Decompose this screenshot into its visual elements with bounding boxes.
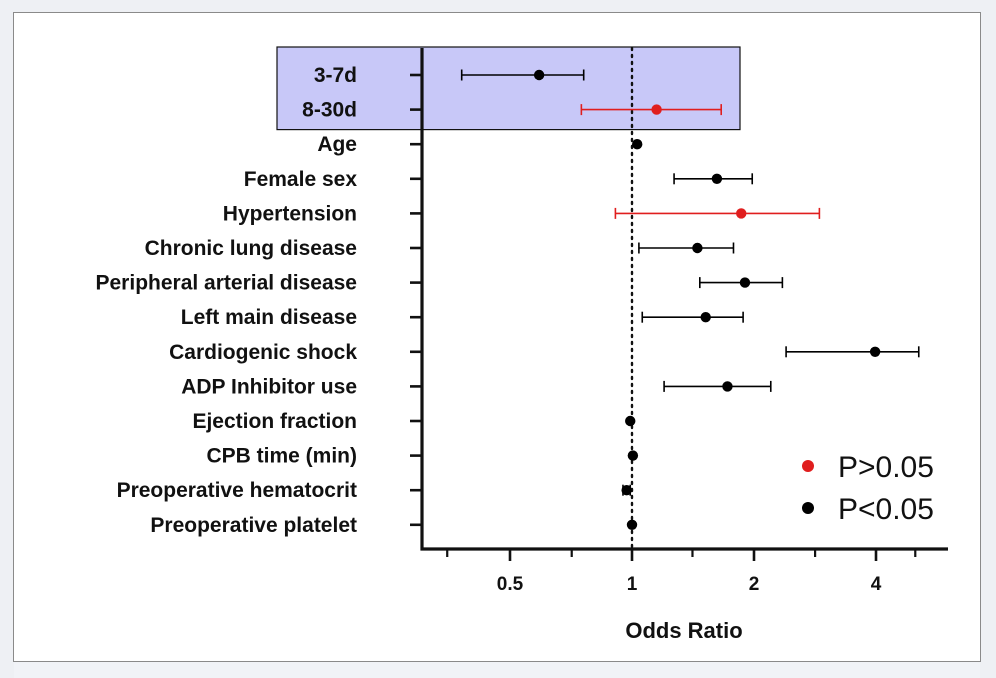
row-label: Peripheral arterial disease	[96, 272, 358, 295]
point-estimate	[692, 242, 703, 254]
row-label: Left main disease	[181, 306, 357, 329]
row-label: ADP Inhibitor use	[181, 375, 357, 398]
point-estimate	[627, 450, 639, 461]
point-estimate	[739, 277, 751, 288]
row-label: 8-30d	[302, 99, 357, 122]
point-estimate	[632, 139, 643, 150]
row-label: Age	[317, 133, 357, 156]
highlight-box	[276, 46, 741, 131]
x-tick-label: 2	[749, 574, 760, 595]
row-label: Preoperative platelet	[150, 514, 357, 537]
x-tick-label: 0.5	[497, 574, 524, 595]
row-label: Preoperative hematocrit	[117, 479, 357, 502]
point-estimate	[626, 519, 638, 530]
x-axis-title: Odds Ratio	[625, 618, 742, 643]
x-tick-label: 4	[871, 574, 882, 595]
point-estimate	[869, 346, 881, 357]
row-label: CPB time (min)	[206, 445, 357, 468]
legend-marker	[802, 502, 814, 514]
point-estimate	[736, 208, 747, 219]
row-label: Hypertension	[223, 202, 357, 225]
legend-label: P>0.05	[838, 451, 934, 484]
caption-strip	[14, 662, 980, 678]
point-estimate	[700, 312, 711, 323]
x-tick-label: 1	[627, 574, 638, 595]
point-estimate	[651, 104, 662, 115]
row-label: Cardiogenic shock	[169, 341, 357, 364]
point-estimate	[625, 415, 636, 427]
row-label: Female sex	[244, 168, 358, 191]
row-label: Chronic lung disease	[145, 237, 357, 260]
point-estimate	[722, 381, 733, 392]
row-label: 3-7d	[314, 64, 357, 87]
point-estimate	[533, 69, 545, 81]
point-estimate	[711, 173, 723, 184]
point-estimate	[621, 485, 632, 496]
legend-label: P<0.05	[838, 493, 934, 526]
legend-marker	[802, 460, 814, 472]
row-label: Ejection fraction	[192, 410, 357, 433]
